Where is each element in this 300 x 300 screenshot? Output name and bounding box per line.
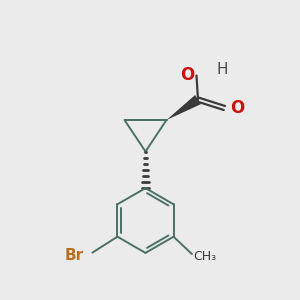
Polygon shape (167, 95, 201, 120)
Text: Br: Br (64, 248, 83, 263)
Text: CH₃: CH₃ (194, 250, 217, 263)
Text: O: O (180, 66, 194, 84)
Text: O: O (230, 99, 245, 117)
Text: H: H (216, 62, 227, 77)
